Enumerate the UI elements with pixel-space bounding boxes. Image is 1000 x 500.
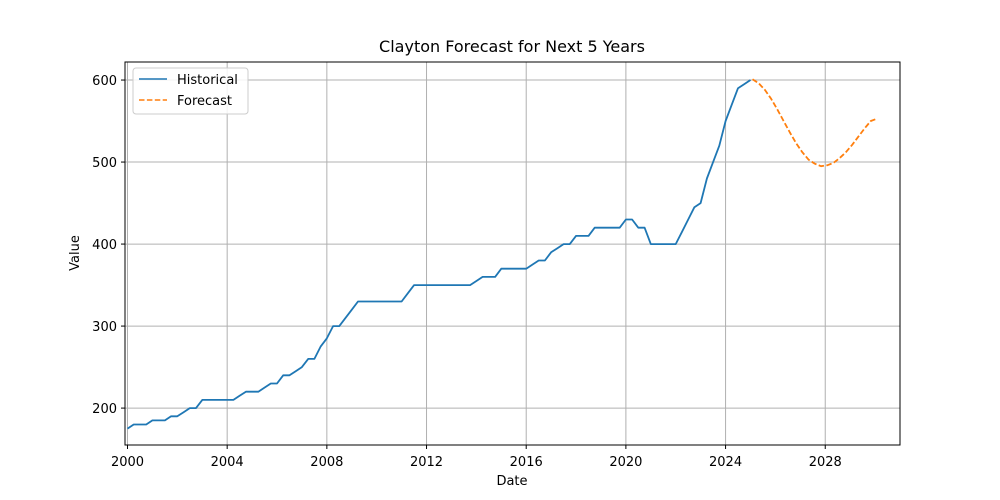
legend: Historical Forecast	[132, 67, 249, 115]
y-tick-label: 500	[92, 156, 117, 171]
x-tick-label: 2012	[410, 455, 443, 470]
series-line-forecast	[752, 78, 878, 168]
x-tick-label: 2000	[111, 455, 144, 470]
legend-label-historical: Historical	[177, 73, 238, 88]
x-tick-label: 2028	[809, 455, 842, 470]
x-tick-label: 2016	[510, 455, 543, 470]
y-tick-label: 300	[92, 320, 117, 335]
x-tick-label: 2004	[211, 455, 244, 470]
y-tick-label: 200	[92, 402, 117, 417]
x-axis-label: Date	[496, 474, 527, 489]
x-tick-label: 2024	[709, 455, 742, 470]
y-tick-label: 400	[92, 238, 117, 253]
y-tick-label: 600	[92, 74, 117, 89]
plot-frame	[124, 61, 901, 446]
x-tick-label: 2008	[310, 455, 343, 470]
ticks: 2000 2004 2008 2012 2016 2020 2024 2028 200 300 40…	[92, 74, 842, 470]
series-layer	[127, 78, 878, 430]
grid	[125, 62, 900, 445]
legend-label-forecast: Forecast	[177, 94, 232, 109]
series-line-historical	[127, 79, 751, 430]
chart-title: Clayton Forecast for Next 5 Years	[379, 37, 645, 56]
x-tick-label: 2020	[609, 455, 642, 470]
y-axis-label: Value	[68, 235, 83, 271]
